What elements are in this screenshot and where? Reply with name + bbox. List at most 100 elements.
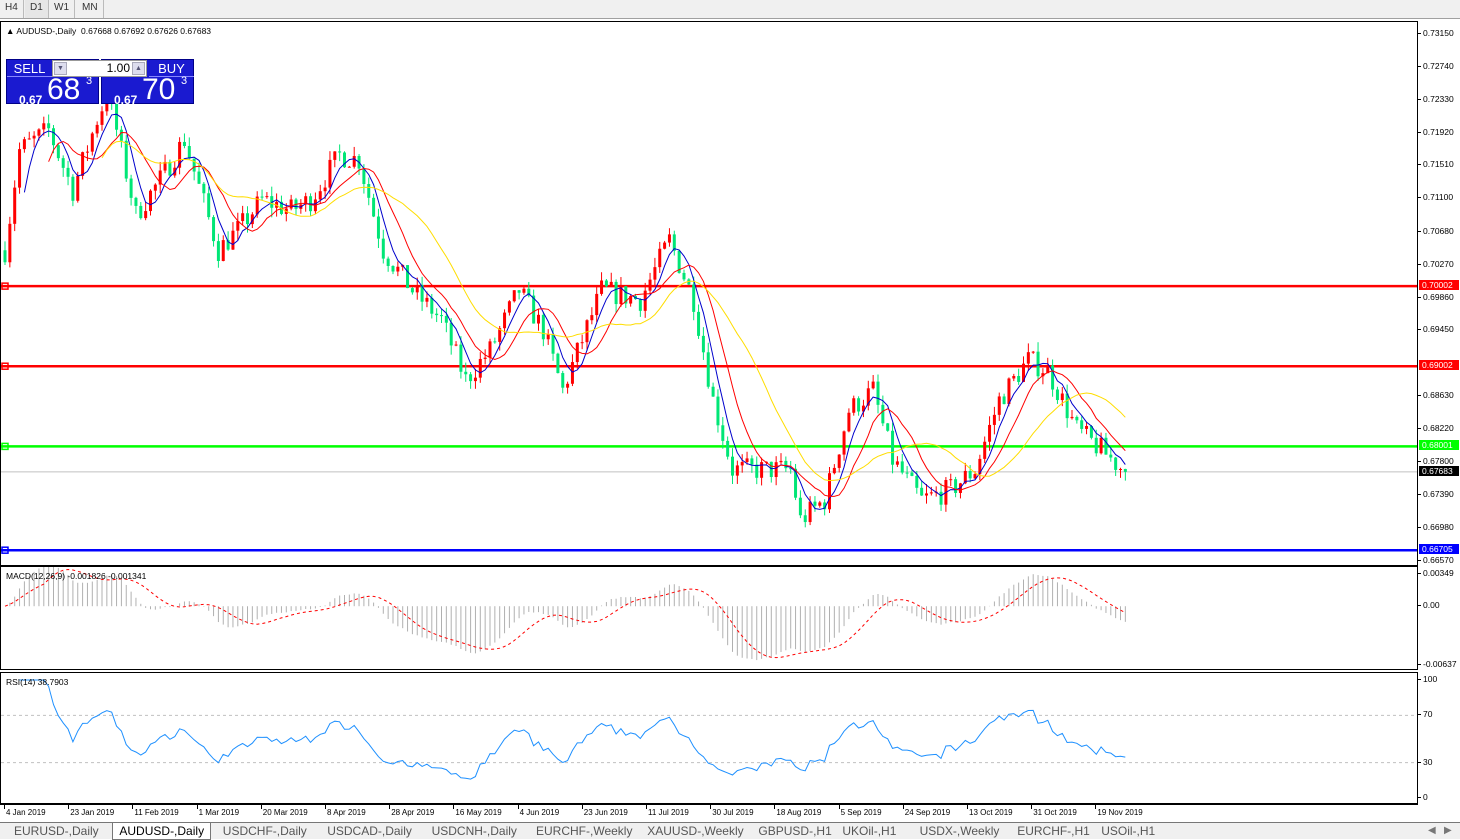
symbol-tab[interactable]: USDCHF-,Daily (222, 824, 307, 838)
candle (1017, 368, 1021, 385)
candle (265, 192, 269, 199)
price-chart[interactable]: ▲ AUDUSD-,Daily 0.67668 0.67692 0.67626 … (0, 21, 1418, 566)
symbol-tab[interactable]: USDCAD-,Daily (327, 824, 412, 838)
symbol-tab[interactable]: XAUUSD-,Weekly (647, 824, 744, 838)
rsi-tick (1418, 761, 1421, 763)
price-label: 0.67390 (1423, 489, 1454, 500)
candle (473, 368, 477, 389)
scroll-left-icon[interactable]: ◀ (1428, 825, 1436, 836)
candle (522, 287, 526, 295)
candle (866, 380, 870, 411)
candle (638, 298, 642, 317)
price-chart-canvas (1, 92, 1417, 554)
symbol-tab[interactable]: USDCNH-,Daily (431, 824, 517, 838)
candle (202, 181, 206, 203)
candle (27, 131, 31, 140)
date-label: 23 Jan 2019 (70, 808, 115, 817)
candle (260, 189, 264, 201)
candle (406, 265, 410, 289)
lot-size-stepper[interactable]: ▼ 1.00 ▲ (52, 60, 147, 77)
price-label: 0.68630 (1423, 390, 1454, 400)
level-handle[interactable] (1, 442, 9, 451)
timeframe-d1[interactable]: D1 (25, 0, 49, 18)
macd-signal-line (4, 568, 1126, 659)
price-tag: 0.67683 (1419, 465, 1459, 476)
date-label: 28 Apr 2019 (391, 808, 435, 817)
price-tick (1418, 494, 1421, 496)
candle (410, 287, 414, 295)
symbol-tab[interactable]: AUDUSD-,Daily (112, 823, 212, 840)
candle (697, 304, 701, 339)
rsi-panel[interactable]: RSI(14) 38.7903 (0, 672, 1418, 804)
candle (527, 282, 531, 298)
scroll-right-icon[interactable]: ▶ (1444, 825, 1452, 836)
candle (798, 490, 802, 519)
candle (149, 189, 152, 216)
price-label: 0.70680 (1423, 225, 1454, 236)
candle (590, 307, 594, 325)
candle (221, 235, 225, 262)
candle (1065, 384, 1069, 428)
symbol-tab[interactable]: EURCHF-,H1 (1017, 824, 1090, 838)
candle (818, 500, 822, 508)
candle (595, 286, 599, 323)
price-tick (1418, 527, 1421, 529)
candle (667, 228, 671, 247)
candle (600, 272, 604, 296)
candle (503, 309, 507, 335)
candle (988, 416, 992, 451)
symbol-tab[interactable]: EURCHF-,Weekly (536, 824, 633, 838)
candle (1007, 377, 1011, 407)
rsi-axis: 100 70 30 0 (1418, 672, 1460, 804)
lot-size-input[interactable]: 1.00 (106, 61, 130, 75)
candle (391, 265, 395, 275)
price-tick (1418, 560, 1421, 561)
decrease-lot-button[interactable]: ▼ (54, 62, 67, 75)
candle (42, 116, 46, 136)
candle (726, 436, 730, 460)
date-label: 4 Jan 2019 (6, 808, 46, 817)
increase-lot-button[interactable]: ▲ (132, 62, 145, 75)
candle (692, 276, 696, 321)
rsi-label: 100 (1423, 674, 1438, 684)
date-label: 20 Mar 2019 (262, 808, 308, 817)
candle (338, 144, 342, 162)
symbol-tabs: ◀ ▶ EURUSD-,Daily AUDUSD-,Daily USDCHF-,Da… (0, 822, 1460, 840)
symbol-tab[interactable]: UKOil-,H1 (842, 824, 897, 838)
rsi-label: 70 (1423, 709, 1433, 720)
symbol-tab[interactable]: GBPUSD-,H1 (758, 824, 832, 838)
date-label: 11 Jul 2019 (648, 808, 689, 817)
candle (289, 194, 293, 211)
price-tick (1418, 296, 1421, 298)
symbol-tab[interactable]: USDX-,Weekly (919, 824, 1000, 838)
candle (852, 395, 856, 416)
candle (168, 159, 172, 177)
ma-slow-line (101, 140, 1126, 482)
level-handle[interactable] (1, 362, 9, 370)
candle (347, 165, 351, 168)
symbol-tab[interactable]: USOil-,H1 (1101, 824, 1156, 838)
candle (459, 336, 463, 379)
price-tag: 0.68001 (1419, 440, 1459, 451)
level-handle[interactable] (1, 282, 9, 290)
date-tick (453, 805, 455, 809)
timeframe-h4[interactable]: H4 (0, 0, 24, 18)
candle (517, 289, 521, 300)
date-tick (774, 805, 776, 809)
timeframe-mn[interactable]: MN (77, 0, 104, 18)
ma-mid-line (48, 131, 1126, 497)
symbol-tab[interactable]: EURUSD-,Daily (14, 824, 99, 838)
buy-button[interactable]: BUY 0.67 70 3 (101, 59, 194, 107)
level-handle[interactable] (1, 546, 9, 554)
candle (420, 276, 424, 311)
timeframe-w1[interactable]: W1 (49, 0, 75, 18)
candle (124, 135, 128, 182)
date-tick (1031, 805, 1033, 809)
price-tick (1418, 98, 1421, 100)
candle (449, 318, 453, 355)
candle (13, 180, 17, 232)
date-tick (260, 805, 262, 809)
rsi-label: 0 (1423, 792, 1428, 802)
macd-panel[interactable]: MACD(12,26,9) -0.001826 -0.001341 (0, 566, 1418, 670)
candle (963, 462, 967, 485)
